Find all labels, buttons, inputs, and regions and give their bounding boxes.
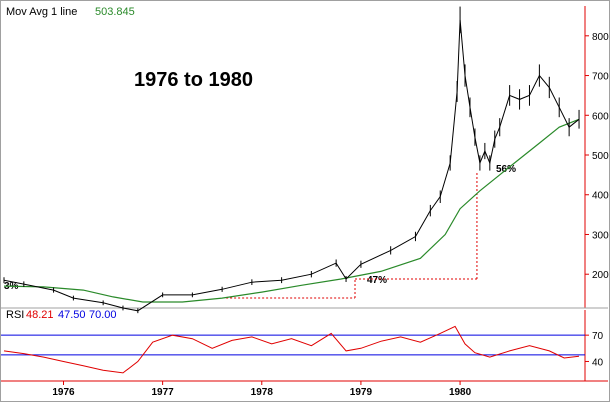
x-tick-label: 1977 <box>152 387 175 398</box>
rsi-legend-v2: 47.50 <box>58 309 86 321</box>
ma-line <box>3 118 580 303</box>
rsi-series-group <box>1 325 585 374</box>
rsi-line <box>3 325 580 374</box>
price-y-tick-label: 400 <box>592 191 609 202</box>
ma-legend-value: 503.845 <box>95 6 135 18</box>
price-y-tick-label: 800 <box>592 32 609 43</box>
price-y-tick-label: 500 <box>592 151 609 162</box>
rsi-legend-v3: 70.00 <box>89 309 117 321</box>
x-tick-label: 1976 <box>52 387 75 398</box>
price-y-tick-label: 200 <box>592 270 609 281</box>
annotation-mid-pct: 47% <box>367 275 387 286</box>
rsi-y-axis: 40 70 <box>585 331 604 368</box>
ma-series-group <box>3 118 580 303</box>
rsi-legend-label: RSI <box>6 309 24 321</box>
ma-legend-label: Mov Avg 1 line <box>6 6 77 18</box>
price-line <box>3 19 580 312</box>
rsi-legend-v1: 48.21 <box>26 309 54 321</box>
price-series-group <box>3 6 580 314</box>
price-y-axis: 200 300 400 500 600 700 800 <box>585 32 609 281</box>
time-x-axis: 1976 1977 1978 1979 1980 <box>52 381 472 398</box>
x-tick-label: 1978 <box>251 387 274 398</box>
rsi-y-tick-label: 70 <box>592 331 604 342</box>
rsi-y-tick-label: 40 <box>592 357 604 368</box>
chart-title: 1976 to 1980 <box>134 69 253 91</box>
x-tick-label: 1980 <box>449 387 472 398</box>
price-y-tick-label: 300 <box>592 230 609 241</box>
price-y-tick-label: 600 <box>592 111 609 122</box>
annotation-lines <box>222 172 478 299</box>
price-y-tick-label: 700 <box>592 72 609 83</box>
x-tick-label: 1979 <box>350 387 373 398</box>
